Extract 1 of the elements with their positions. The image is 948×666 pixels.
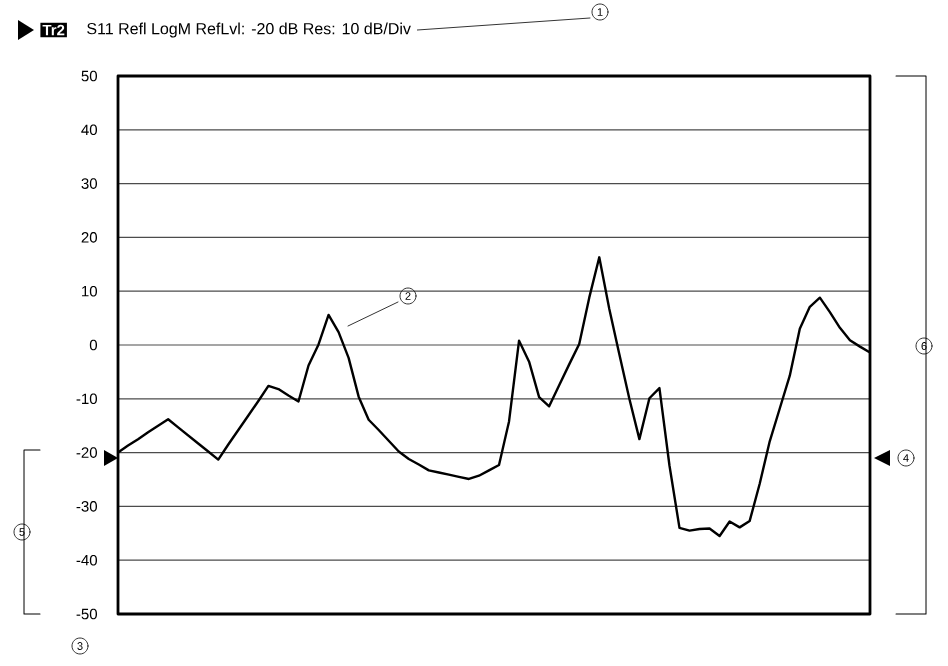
chart-subtitle: S11 Refl LogM RefLvl: -20 dB Res: 10 dB/Div <box>87 22 411 38</box>
